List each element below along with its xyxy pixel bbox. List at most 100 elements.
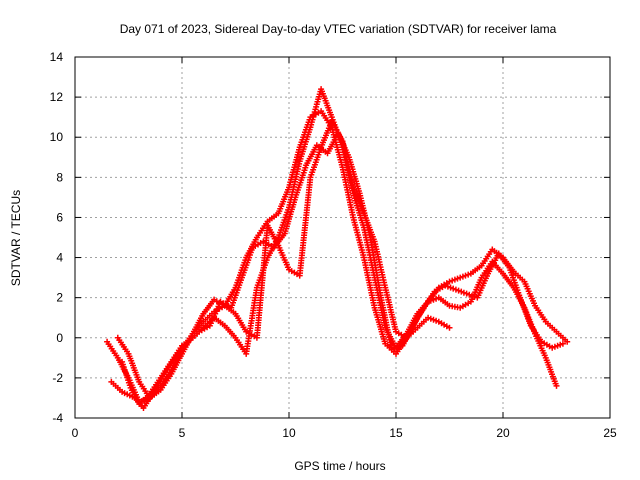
- marker-trail: [239, 247, 255, 279]
- marker-trail: [245, 330, 258, 340]
- marker-trail: [434, 284, 446, 294]
- marker-trail: [308, 88, 324, 128]
- y-tick-label: 6: [56, 210, 63, 224]
- marker-trail: [541, 340, 553, 350]
- y-tick-label: 4: [56, 251, 63, 265]
- marker-trail: [351, 192, 367, 228]
- marker-trail: [297, 116, 313, 148]
- marker-trail: [533, 305, 548, 323]
- marker-trail: [276, 244, 291, 271]
- marker-trail: [522, 307, 538, 335]
- marker-trail: [286, 146, 302, 188]
- marker-trail: [116, 337, 130, 355]
- marker-trail: [501, 272, 516, 289]
- marker-trail: [427, 295, 440, 304]
- marker-trail: [543, 357, 559, 387]
- chart-title: Day 071 of 2023, Sidereal Day-to-day VTE…: [120, 22, 557, 36]
- marker-trail: [351, 186, 366, 215]
- marker-trail: [497, 252, 511, 269]
- marker-trail: [459, 300, 472, 310]
- marker-trail: [276, 186, 291, 215]
- marker-trail: [449, 275, 461, 284]
- marker-trail: [202, 316, 215, 329]
- marker-trail: [469, 277, 484, 303]
- marker-trail: [213, 316, 226, 328]
- marker-trail: [308, 146, 324, 178]
- marker-trail: [319, 120, 334, 148]
- x-tick-label: 20: [496, 426, 510, 440]
- x-tick-label: 10: [282, 426, 296, 440]
- marker-trail: [288, 268, 300, 278]
- data-point: [553, 382, 560, 389]
- marker-trail: [119, 361, 133, 389]
- marker-trail: [340, 140, 356, 188]
- marker-trail: [252, 240, 264, 249]
- y-tick-label: -4: [52, 411, 63, 425]
- data-point: [446, 324, 453, 331]
- x-tick-label: 25: [603, 426, 617, 440]
- marker-trail: [223, 324, 237, 339]
- marker-trail: [110, 380, 123, 393]
- marker-trail: [233, 313, 248, 333]
- marker-trail: [416, 300, 430, 315]
- grid: [75, 57, 610, 418]
- x-tick-label: 0: [72, 426, 79, 440]
- y-tick-label: 14: [50, 50, 64, 64]
- marker-trail: [361, 227, 378, 279]
- y-tick-label: 10: [50, 130, 64, 144]
- y-tick-label: 12: [50, 90, 64, 104]
- marker-trail: [180, 333, 195, 355]
- data-point: [564, 338, 571, 345]
- marker-trail: [555, 330, 569, 343]
- marker-trail: [137, 381, 152, 399]
- marker-trail: [190, 312, 206, 335]
- marker-trail: [265, 224, 281, 247]
- series-track-d: [114, 118, 453, 401]
- marker-trail: [437, 296, 451, 308]
- y-tick-label: 8: [56, 170, 63, 184]
- marker-trail: [254, 225, 271, 339]
- marker-trail: [372, 277, 388, 329]
- marker-trail: [319, 88, 334, 118]
- marker-trail: [480, 260, 494, 279]
- y-tick-label: -2: [52, 371, 63, 385]
- series-track-c: [119, 86, 560, 407]
- x-axis-label: GPS time / hours: [294, 459, 385, 473]
- marker-trail: [191, 326, 205, 339]
- marker-trail: [512, 270, 526, 283]
- marker-trail: [330, 120, 345, 142]
- marker-trail: [128, 387, 141, 405]
- marker-trail: [243, 287, 260, 355]
- marker-trail: [459, 271, 472, 280]
- marker-trail: [427, 315, 440, 324]
- marker-trail: [286, 160, 303, 208]
- marker-trail: [220, 300, 232, 310]
- y-tick-label: 0: [56, 331, 63, 345]
- marker-trail: [202, 310, 215, 323]
- marker-trail: [159, 373, 173, 391]
- marker-trail: [382, 287, 399, 333]
- marker-trail: [475, 273, 490, 299]
- data-point: [559, 340, 566, 347]
- marker-trail: [466, 291, 478, 300]
- marker-trail: [551, 341, 564, 350]
- marker-trail: [255, 220, 270, 239]
- marker-trail: [159, 361, 173, 379]
- y-tick-label: 2: [56, 291, 63, 305]
- marker-trail: [544, 320, 558, 333]
- marker-trail: [169, 345, 184, 363]
- marker-trail: [201, 298, 216, 315]
- marker-trail: [438, 280, 450, 290]
- marker-trail: [455, 287, 467, 296]
- marker-trail: [470, 264, 483, 275]
- marker-trail: [491, 260, 505, 275]
- marker-trail: [444, 283, 457, 292]
- marker-trail: [105, 341, 120, 359]
- marker-trail: [372, 241, 388, 289]
- marker-trail: [223, 304, 237, 316]
- marker-trail: [340, 166, 356, 218]
- marker-trail: [404, 312, 420, 335]
- marker-trail: [372, 307, 388, 345]
- marker-trail: [395, 330, 407, 340]
